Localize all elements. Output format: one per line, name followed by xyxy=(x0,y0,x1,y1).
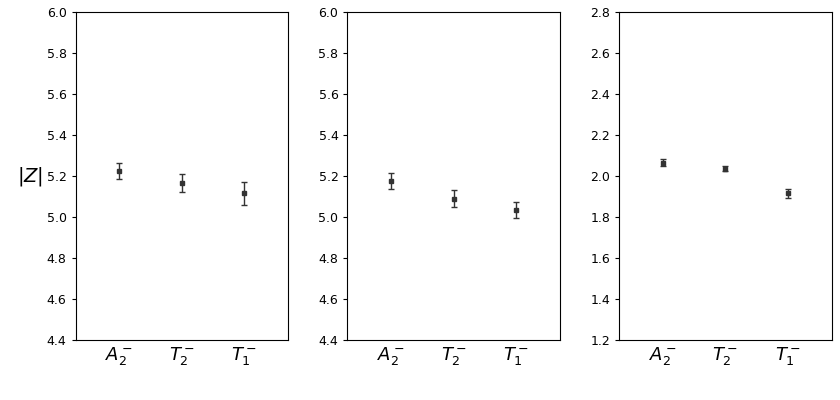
Y-axis label: $|Z|$: $|Z|$ xyxy=(17,164,43,188)
